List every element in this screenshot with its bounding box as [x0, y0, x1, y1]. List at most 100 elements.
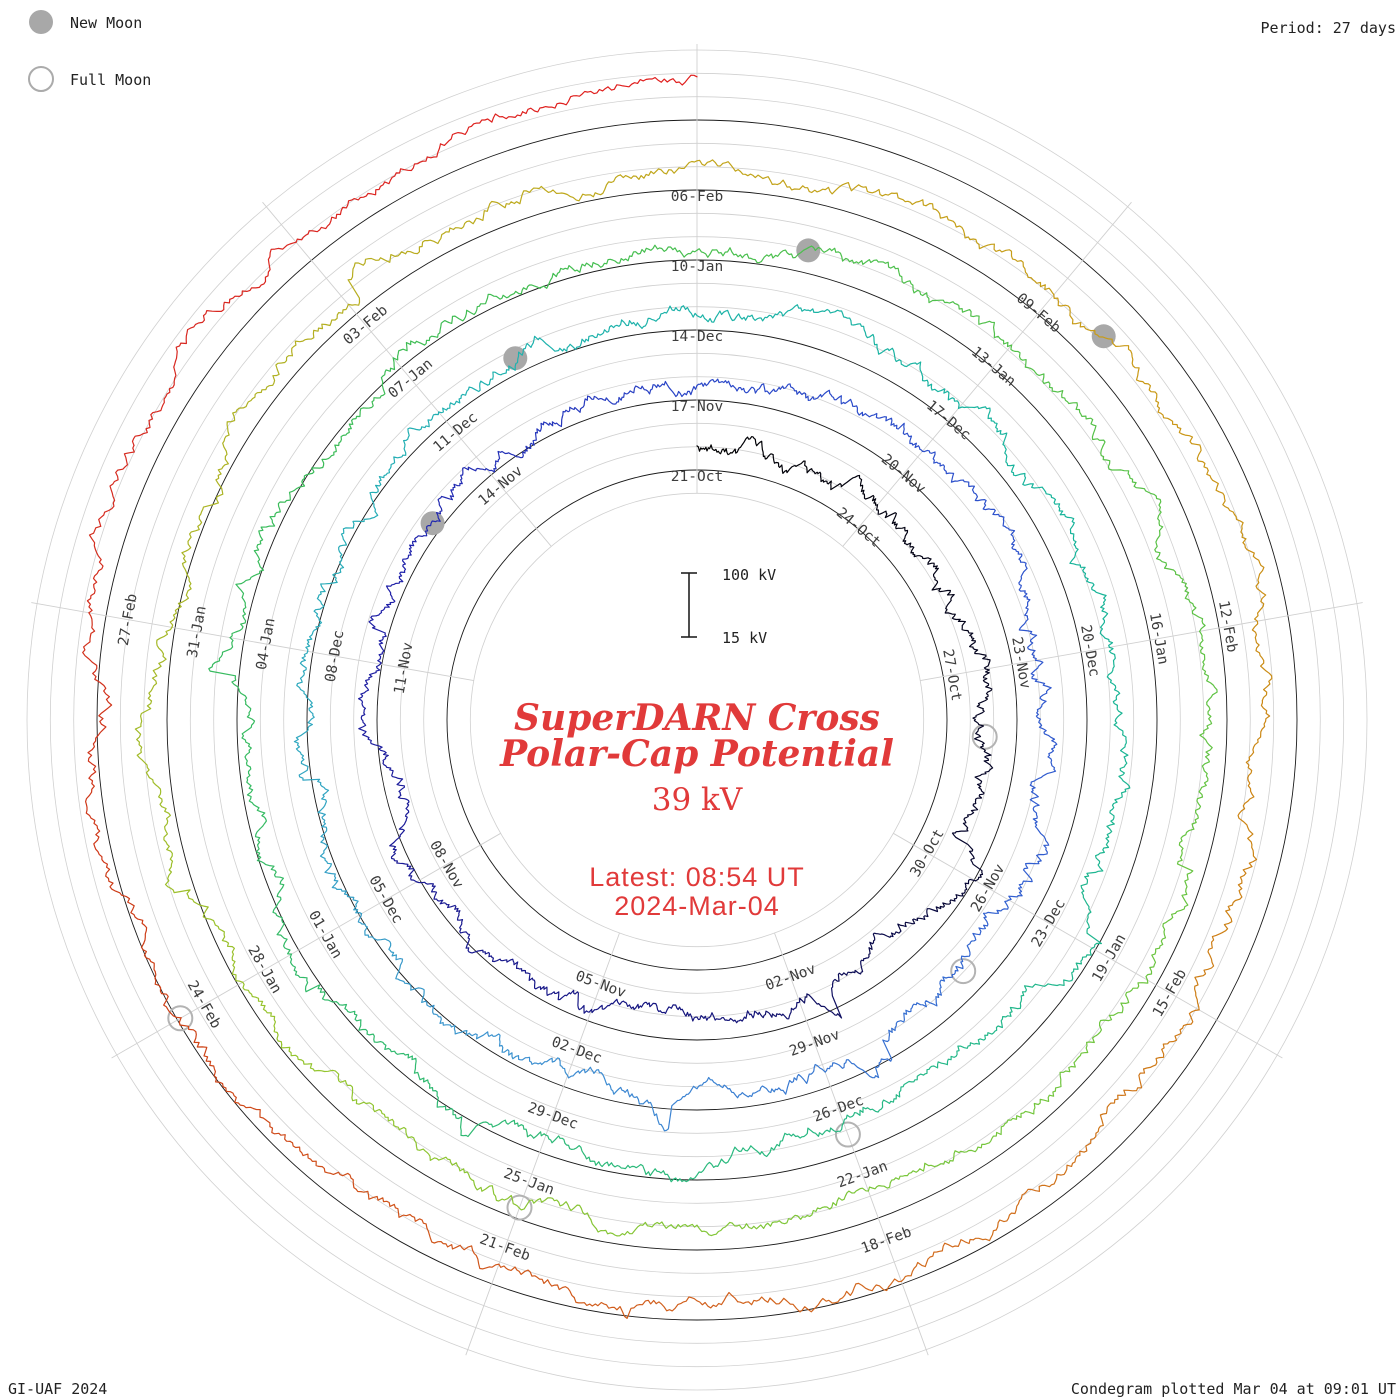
spiral-date-label: 08-Dec [323, 629, 348, 683]
potential-trace-segment [1008, 857, 1042, 901]
potential-trace-segment [962, 790, 985, 830]
potential-trace-segment [530, 335, 589, 352]
potential-trace-segment [458, 1167, 520, 1209]
potential-trace-segment [359, 357, 396, 418]
potential-trace-segment [696, 378, 745, 392]
potential-trace-segment [561, 395, 606, 418]
spiral-date-label: 10-Jan [671, 259, 723, 275]
potential-trace-segment [867, 1162, 936, 1192]
potential-trace-segment [241, 703, 256, 768]
spiral-date-label: 17-Dec [923, 398, 973, 444]
potential-trace-segment [86, 525, 104, 614]
potential-trace-segment [1080, 876, 1102, 949]
potential-trace-segment [1109, 764, 1131, 825]
potential-trace-segment [382, 752, 405, 795]
potential-trace-segment [298, 761, 330, 814]
potential-trace-segment [885, 416, 923, 452]
potential-trace-segment [967, 631, 991, 670]
potential-trace-segment [393, 793, 410, 844]
potential-trace-segment [834, 956, 870, 982]
potential-trace-segment [957, 406, 1008, 446]
potential-trace-segment [995, 983, 1036, 1031]
potential-trace-segment [1018, 612, 1038, 661]
potential-trace-segment [900, 1238, 974, 1282]
spiral-date-label: 27-Feb [116, 593, 141, 647]
potential-trace-segment [1245, 699, 1271, 779]
potential-trace-segment [996, 1090, 1056, 1136]
potential-trace-segment [1174, 840, 1194, 914]
potential-trace-segment [774, 1063, 826, 1095]
potential-trace-segment [392, 320, 450, 361]
potential-trace-segment [772, 454, 808, 474]
potential-trace-segment [1113, 704, 1129, 766]
grid-spoke [262, 201, 552, 547]
potential-trace-segment [1237, 777, 1258, 861]
potential-trace-segment [819, 1278, 902, 1304]
potential-trace-segment [449, 466, 487, 501]
potential-trace-segment [173, 298, 231, 368]
chart-title-line1: SuperDARN Cross [514, 697, 880, 739]
potential-trace-segment [972, 899, 1010, 938]
grid-spoke [893, 832, 1283, 1059]
potential-trace-segment [661, 1221, 733, 1237]
new-moon-icon [29, 10, 53, 34]
potential-trace-segment [1194, 931, 1224, 1011]
potential-trace-segment [474, 185, 546, 222]
spiral-date-label: 26-Nov [968, 861, 1008, 915]
potential-trace-segment [1054, 1033, 1100, 1092]
grid-spoke [920, 602, 1363, 682]
potential-trace-segment [784, 1122, 845, 1139]
potential-trace-segment [405, 220, 476, 255]
scale-min-label: 15 kV [722, 629, 767, 647]
potential-trace-segment [468, 1031, 520, 1060]
chart-title-line2: Polar-Cap Potential [499, 733, 894, 775]
potential-trace-segment [296, 650, 314, 708]
potential-trace-segment [272, 886, 293, 955]
potential-trace-segment [98, 444, 135, 527]
potential-trace-segment [485, 445, 528, 473]
potential-trace-segment [246, 766, 267, 830]
potential-trace-segment [696, 247, 762, 264]
potential-trace-segment [429, 1087, 484, 1138]
potential-trace-segment [398, 1126, 460, 1169]
potential-trace-segment [962, 479, 1000, 517]
potential-trace-segment [225, 1087, 291, 1142]
potential-trace-segment [824, 1059, 880, 1079]
potential-trace-segment [758, 1001, 801, 1020]
potential-trace-segment [383, 1043, 431, 1089]
potential-trace-segment [289, 953, 337, 1003]
potential-trace-segment [974, 749, 994, 792]
potential-trace-segment [545, 1134, 603, 1168]
potential-trace-segment [402, 411, 440, 456]
potential-trace-segment [236, 355, 293, 411]
potential-trace-segment [895, 1061, 948, 1098]
potential-trace-segment [525, 416, 563, 449]
potential-trace-segment [1154, 495, 1168, 569]
potential-trace-segment [205, 917, 244, 983]
potential-trace-segment [1180, 773, 1209, 842]
spiral-date-label: 11-Dec [431, 410, 481, 456]
potential-trace-segment [935, 878, 977, 910]
potential-trace-segment [944, 594, 969, 633]
spiral-date-label: 26-Dec [811, 1093, 866, 1126]
potential-trace-segment [215, 409, 238, 489]
potential-trace-segment [1206, 470, 1247, 544]
potential-trace-segment [956, 303, 1013, 348]
potential-trace-segment [395, 954, 427, 1003]
full-moon-marker [950, 958, 977, 985]
potential-trace-segment [843, 474, 879, 506]
potential-trace-segment [355, 1188, 428, 1229]
period-label: Period: 27 days [1261, 19, 1396, 37]
potential-trace-segment [813, 308, 868, 339]
potential-trace-segment [1106, 646, 1121, 706]
potential-trace-segment [696, 444, 736, 456]
potential-trace-segment [601, 1161, 666, 1177]
spiral-date-label: 14-Dec [671, 329, 723, 345]
spiral-date-label: 06-Feb [671, 189, 723, 205]
potential-trace-segment [587, 319, 643, 342]
potential-trace-segment [1084, 823, 1115, 878]
potential-trace-segment [345, 1082, 400, 1131]
spiral-date-label: 29-Nov [787, 1027, 842, 1060]
potential-trace-segment [760, 245, 833, 263]
spiral-date-label: 09-Feb [1013, 290, 1063, 336]
